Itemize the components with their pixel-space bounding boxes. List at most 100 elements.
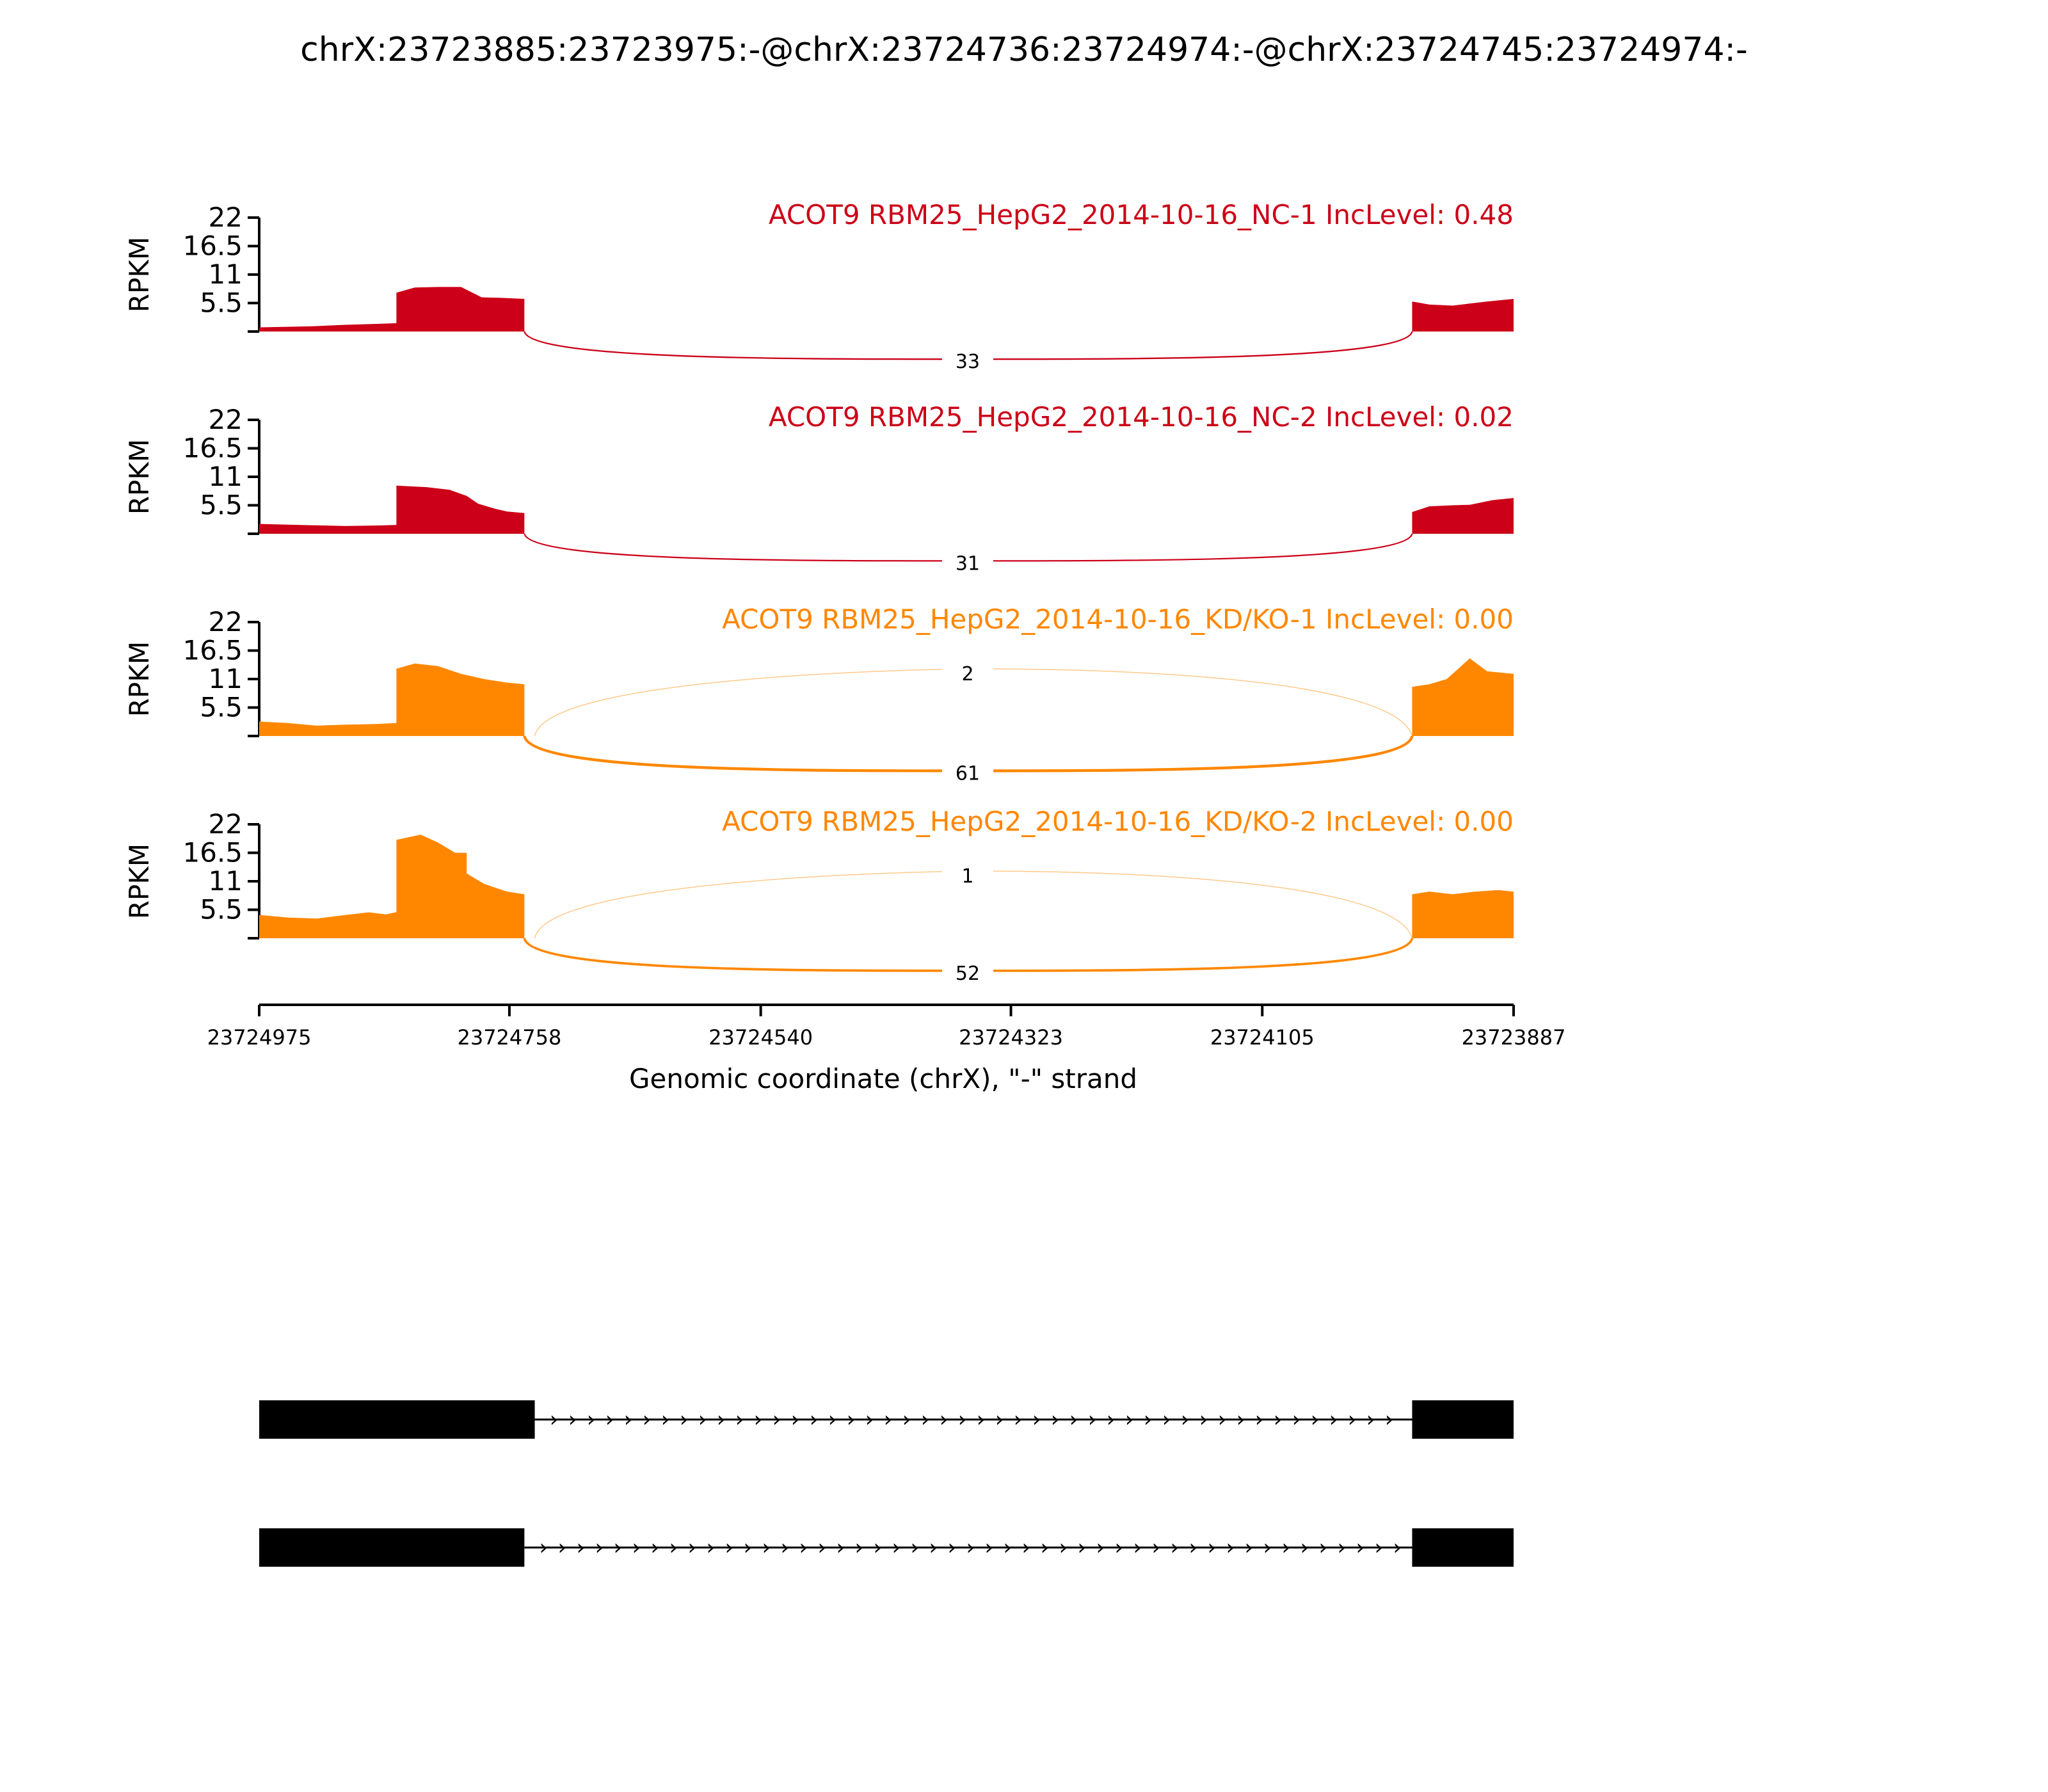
y-tick-label: 16.5 [182, 230, 243, 262]
intron-arrow: › [595, 1535, 604, 1560]
x-axis-label: Genomic coordinate (chrX), "-" strand [629, 1063, 1137, 1094]
intron-arrow: › [1078, 1535, 1087, 1560]
y-tick-label: 11 [209, 461, 243, 492]
intron-arrow: › [680, 1407, 689, 1432]
intron-arrow: › [1236, 1407, 1245, 1432]
intron-arrow: › [1311, 1407, 1320, 1432]
y-tick-label: 22 [209, 808, 243, 840]
y-tick-label: 22 [209, 404, 243, 435]
x-tick-label: 23724758 [457, 1025, 561, 1050]
intron-arrow: › [985, 1535, 994, 1560]
coverage-area [259, 287, 525, 332]
y-tick-label: 11 [209, 865, 243, 897]
intron-arrow: › [707, 1535, 716, 1560]
intron-arrow: › [977, 1407, 986, 1432]
intron-arrow: › [810, 1407, 819, 1432]
intron-arrow: › [1319, 1535, 1328, 1560]
intron-arrow: › [892, 1535, 901, 1560]
intron-arrow: › [1338, 1535, 1347, 1560]
intron-arrow: › [717, 1407, 726, 1432]
exon-block [259, 1528, 525, 1567]
intron-arrow: › [1300, 1535, 1309, 1560]
coverage-area [259, 485, 525, 534]
junction-count-label: 1 [961, 865, 973, 888]
intron-arrow: › [940, 1407, 948, 1432]
intron-arrow: › [828, 1407, 837, 1432]
intron-arrow: › [605, 1407, 614, 1432]
intron-arrow: › [1199, 1407, 1208, 1432]
coverage-area [1412, 890, 1514, 938]
y-tick-label: 5.5 [200, 894, 243, 925]
intron-arrow: › [1051, 1407, 1060, 1432]
y-tick-label: 5.5 [200, 287, 243, 319]
intron-arrow: › [865, 1407, 874, 1432]
intron-arrow: › [568, 1407, 577, 1432]
intron-arrow: › [855, 1535, 864, 1560]
junction-count-label: 61 [956, 762, 980, 785]
junction-label-bg [942, 351, 993, 374]
sample-title: ACOT9 RBM25_HepG2_2014-10-16_NC-2 IncLev… [769, 401, 1514, 433]
intron-arrow: › [958, 1407, 967, 1432]
intron-arrow: › [772, 1407, 781, 1432]
gene-model: › › › › › › › › › › › › › › › › › › › › › › › › › › › › › › › › › › › › › › › ›… [259, 1400, 1514, 1439]
intron-arrow: › [781, 1535, 790, 1560]
sample-title: ACOT9 RBM25_HepG2_2014-10-16_KD/KO-1 Inc… [722, 604, 1514, 635]
intron-arrow: › [1218, 1407, 1227, 1432]
coverage-area [259, 663, 525, 736]
intron-arrow: › [966, 1535, 975, 1560]
intron-arrow: › [1069, 1407, 1078, 1432]
intron-arrow: › [1208, 1535, 1217, 1560]
intron-arrow: › [1226, 1535, 1235, 1560]
intron-arrow: › [1366, 1407, 1375, 1432]
intron-arrow: › [698, 1407, 707, 1432]
intron-arrow: › [688, 1535, 697, 1560]
intron-arrow: › [1133, 1535, 1142, 1560]
x-tick-label: 23723887 [1462, 1025, 1566, 1050]
junction-label-bg [942, 763, 993, 785]
intron-arrow: › [1255, 1407, 1264, 1432]
intron-arrow: › [1152, 1535, 1161, 1560]
intron-arrow: › [558, 1535, 567, 1560]
coverage-area [1412, 658, 1514, 736]
intron-arrow: › [587, 1407, 596, 1432]
intron-arrow: › [1144, 1407, 1153, 1432]
sample-title: ACOT9 RBM25_HepG2_2014-10-16_KD/KO-2 Inc… [722, 806, 1514, 837]
junction-label-bg [942, 664, 993, 685]
intron-arrow: › [550, 1407, 559, 1432]
intron-arrow: › [818, 1535, 827, 1560]
y-tick-label: 16.5 [182, 837, 243, 868]
junction-count-label: 2 [961, 663, 973, 685]
x-tick-label: 23724105 [1210, 1025, 1315, 1050]
x-tick-label: 23724323 [959, 1025, 1063, 1050]
intron-arrow: › [744, 1535, 753, 1560]
intron-arrow: › [1292, 1407, 1301, 1432]
intron-arrow: › [1356, 1535, 1365, 1560]
intron-arrow: › [847, 1407, 856, 1432]
intron-arrow: › [661, 1407, 670, 1432]
gene-model: › › › › › › › › › › › › › › › › › › › › › › › › › › › › › › › › › › › › › › › ›… [259, 1528, 1514, 1567]
sample-title: ACOT9 RBM25_HepG2_2014-10-16_NC-1 IncLev… [769, 199, 1514, 230]
intron-arrow: › [1032, 1407, 1041, 1432]
figure-title: chrX:23723885:23723975:-@chrX:23724736:2… [300, 31, 1748, 69]
intron-arrow: › [1385, 1407, 1394, 1432]
intron-arrow: › [1181, 1407, 1190, 1432]
intron-arrow: › [1274, 1407, 1283, 1432]
x-axis: 23724975 23724758 23724540 23724323 23724105… [207, 1004, 1566, 1050]
exon-block [1412, 1528, 1514, 1567]
intron-arrow: › [1022, 1535, 1031, 1560]
intron-arrow: › [1096, 1535, 1105, 1560]
y-tick-label: 11 [209, 663, 243, 694]
x-tick-label: 23724540 [708, 1025, 813, 1050]
junction-label-bg [942, 553, 993, 575]
intron-arrow: › [1171, 1535, 1180, 1560]
coverage-area [259, 835, 525, 938]
intron-arrow: › [735, 1407, 744, 1432]
y-tick-label: 16.5 [182, 635, 243, 666]
intron-arrow: › [643, 1407, 652, 1432]
intron-arrow: › [1329, 1407, 1338, 1432]
intron-arrow: › [948, 1535, 957, 1560]
